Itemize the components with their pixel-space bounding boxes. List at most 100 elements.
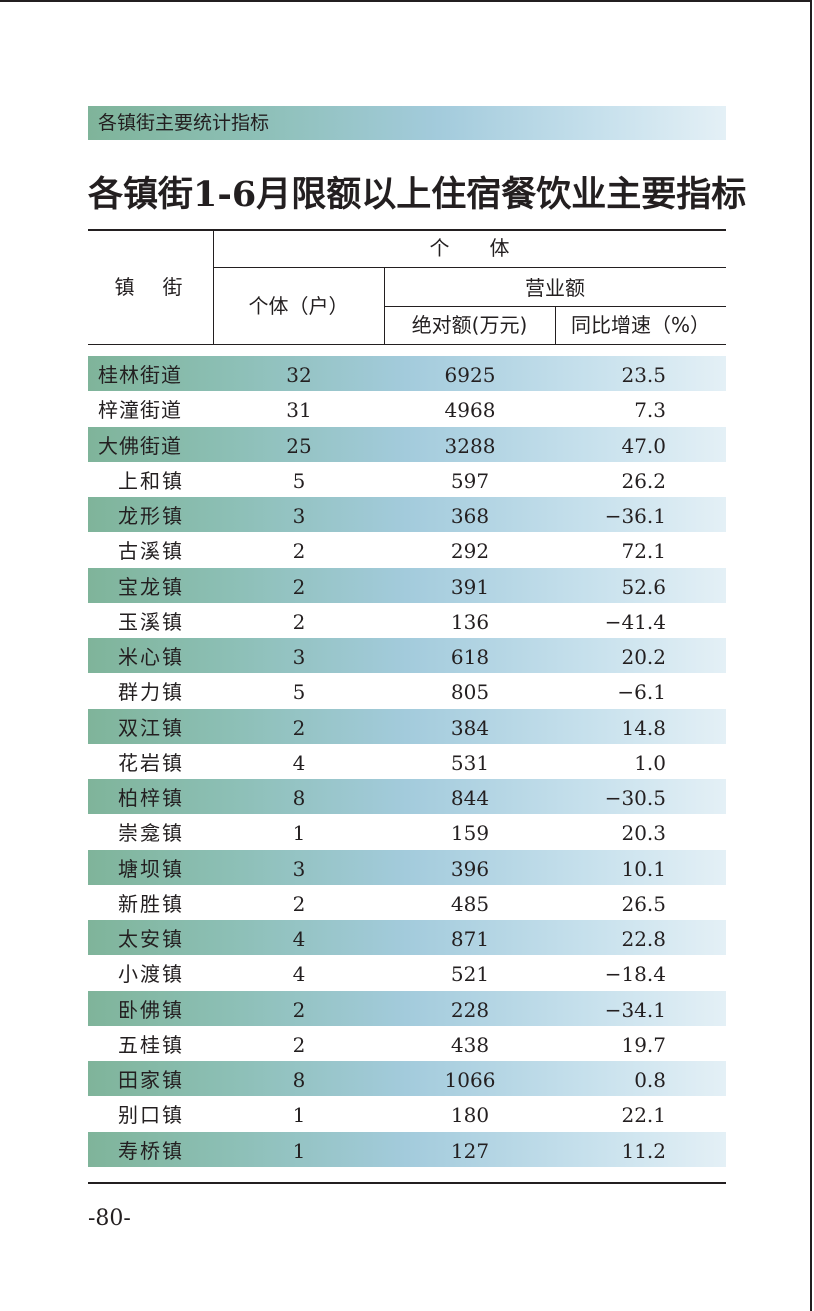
revenue-abs-cell: 521: [450, 962, 490, 987]
count-cell: 8: [292, 1068, 306, 1092]
header-rule-2: [384, 306, 726, 307]
revenue-yoy-cell: 72.1: [621, 539, 666, 564]
revenue-abs-cell: 136: [450, 609, 490, 634]
table-row: 米心镇 3 618 20.2: [88, 638, 726, 673]
town-name-cell: 龙形镇: [118, 504, 184, 528]
count-cell: 2: [292, 997, 306, 1022]
header-count: 个体（户）: [248, 294, 349, 318]
revenue-yoy-cell: 19.7: [621, 1032, 666, 1057]
count-cell: 5: [292, 680, 306, 705]
revenue-abs-cell: 438: [450, 1032, 490, 1057]
table-row: 别口镇 1 180 22.1: [88, 1096, 726, 1131]
town-name-cell: 宝龙镇: [118, 574, 184, 599]
count-cell: 8: [292, 786, 306, 810]
revenue-abs-cell: 531: [450, 750, 490, 775]
revenue-yoy-cell: 10.1: [621, 856, 666, 881]
revenue-abs-cell: 597: [450, 468, 490, 493]
revenue-yoy-cell: −41.4: [604, 609, 666, 634]
revenue-yoy-cell: 52.6: [621, 574, 666, 599]
revenue-yoy-cell: −30.5: [604, 786, 666, 810]
header-divider-2: [384, 268, 385, 344]
town-name-cell: 玉溪镇: [118, 609, 184, 634]
table-row: 柏梓镇 8 844 −30.5: [88, 779, 726, 814]
table-row: 寿桥镇 1 127 11.2: [88, 1131, 726, 1167]
town-name-cell: 桂林街道: [98, 363, 182, 387]
table-row: 群力镇 5 805 −6.1: [88, 673, 726, 708]
count-cell: 32: [286, 363, 312, 387]
town-name-cell: 新胜镇: [118, 891, 184, 916]
table-row: 玉溪镇 2 136 −41.4: [88, 603, 726, 638]
count-cell: 1: [292, 821, 306, 846]
header-divider-3: [555, 307, 556, 344]
town-name-cell: 卧佛镇: [118, 997, 184, 1022]
revenue-abs-cell: 618: [450, 645, 490, 669]
revenue-yoy-cell: −34.1: [604, 997, 666, 1022]
town-name-cell: 五桂镇: [118, 1032, 184, 1057]
table-row: 古溪镇 2 292 72.1: [88, 532, 726, 567]
table-row: 花岩镇 4 531 1.0: [88, 744, 726, 779]
revenue-yoy-cell: 14.8: [621, 715, 666, 740]
town-name-cell: 双江镇: [118, 715, 184, 740]
revenue-abs-cell: 228: [450, 997, 490, 1022]
table-row: 桂林街道 32 6925 23.5: [88, 356, 726, 391]
count-cell: 25: [286, 433, 312, 458]
town-name-cell: 梓潼街道: [98, 398, 182, 423]
town-name-cell: 崇龛镇: [118, 821, 184, 846]
revenue-yoy-cell: 1.0: [634, 750, 666, 775]
town-name-cell: 上和镇: [118, 468, 184, 493]
revenue-yoy-cell: −36.1: [604, 504, 666, 528]
revenue-abs-cell: 3288: [444, 433, 496, 458]
header-abs: 绝对额(万元): [411, 313, 528, 337]
town-name-cell: 群力镇: [118, 680, 184, 705]
table-row: 五桂镇 2 438 19.7: [88, 1026, 726, 1061]
header-revenue: 营业额: [525, 276, 585, 300]
revenue-abs-cell: 6925: [444, 363, 496, 387]
revenue-abs-cell: 1066: [444, 1068, 496, 1092]
table-row: 大佛街道 25 3288 47.0: [88, 426, 726, 462]
count-cell: 3: [292, 645, 306, 669]
count-cell: 4: [292, 750, 306, 775]
count-cell: 2: [292, 609, 306, 634]
revenue-abs-cell: 396: [450, 856, 490, 881]
table-bottom-rule: [88, 1182, 726, 1184]
revenue-abs-cell: 805: [450, 680, 490, 705]
header-town: 镇 街: [114, 275, 187, 299]
header-divider-1: [213, 230, 214, 344]
count-cell: 4: [292, 962, 306, 987]
revenue-yoy-cell: 22.8: [621, 927, 666, 951]
revenue-abs-cell: 127: [450, 1138, 490, 1163]
revenue-yoy-cell: 0.8: [634, 1068, 666, 1092]
count-cell: 4: [292, 927, 306, 951]
revenue-abs-cell: 844: [450, 786, 490, 810]
revenue-yoy-cell: 47.0: [621, 433, 666, 458]
table-row: 双江镇 2 384 14.8: [88, 708, 726, 744]
header-bottom-rule: [88, 344, 726, 345]
town-name-cell: 别口镇: [118, 1103, 184, 1128]
table-row: 梓潼街道 31 4968 7.3: [88, 391, 726, 426]
table-row: 新胜镇 2 485 26.5: [88, 885, 726, 920]
table-row: 龙形镇 3 368 −36.1: [88, 497, 726, 532]
revenue-abs-cell: 368: [450, 504, 490, 528]
revenue-yoy-cell: 23.5: [621, 363, 666, 387]
town-name-cell: 田家镇: [118, 1068, 184, 1092]
revenue-abs-cell: 384: [450, 715, 490, 740]
page-frame-top: [0, 0, 812, 2]
revenue-yoy-cell: −6.1: [617, 680, 666, 705]
revenue-yoy-cell: −18.4: [604, 962, 666, 987]
revenue-yoy-cell: 20.3: [621, 821, 666, 846]
revenue-yoy-cell: 7.3: [634, 398, 666, 423]
count-cell: 2: [292, 891, 306, 916]
count-cell: 2: [292, 715, 306, 740]
revenue-abs-cell: 4968: [444, 398, 496, 423]
table-row: 崇龛镇 1 159 20.3: [88, 814, 726, 849]
revenue-abs-cell: 391: [450, 574, 490, 599]
count-cell: 3: [292, 856, 306, 881]
town-name-cell: 大佛街道: [98, 433, 182, 458]
table-row: 太安镇 4 871 22.8: [88, 920, 726, 955]
count-cell: 3: [292, 504, 306, 528]
page-number: -80-: [88, 1206, 131, 1231]
revenue-abs-cell: 159: [450, 821, 490, 846]
count-cell: 31: [286, 398, 312, 423]
town-name-cell: 古溪镇: [118, 539, 184, 564]
table-title: 各镇街1-6月限额以上住宿餐饮业主要指标: [88, 174, 747, 215]
